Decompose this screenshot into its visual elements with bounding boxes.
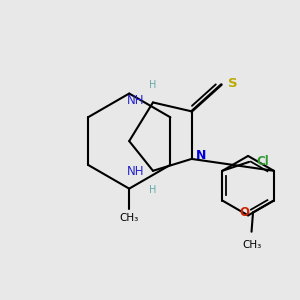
Text: O: O [239,206,250,219]
Text: Cl: Cl [256,155,269,168]
Text: H: H [149,185,157,195]
Text: S: S [228,76,238,90]
Text: N: N [196,149,206,162]
Text: CH₃: CH₃ [242,240,261,250]
Text: NH: NH [127,165,144,178]
Text: CH₃: CH₃ [120,213,139,223]
Text: H: H [149,80,157,90]
Text: NH: NH [127,94,144,107]
